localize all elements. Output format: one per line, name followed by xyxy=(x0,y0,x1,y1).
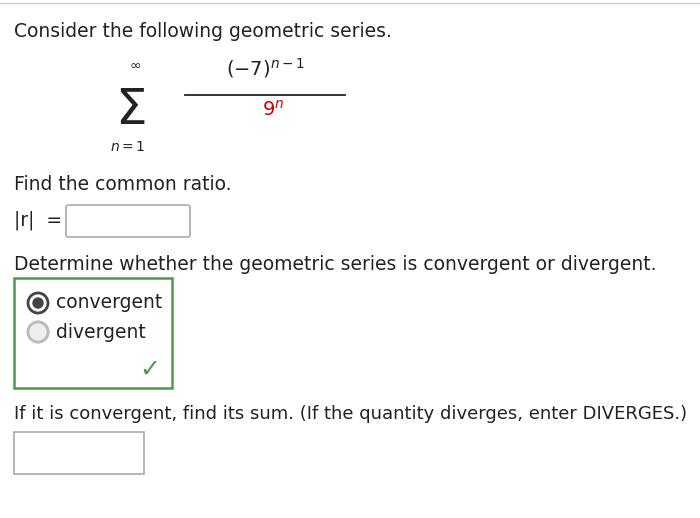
Text: divergent: divergent xyxy=(56,323,146,341)
Text: $(-7)^{n-1}$: $(-7)^{n-1}$ xyxy=(225,56,304,80)
FancyBboxPatch shape xyxy=(14,278,172,388)
Text: $\Sigma$: $\Sigma$ xyxy=(115,86,145,134)
Text: convergent: convergent xyxy=(56,294,162,312)
FancyBboxPatch shape xyxy=(14,432,144,474)
FancyBboxPatch shape xyxy=(66,205,190,237)
Text: |r|  =: |r| = xyxy=(14,210,62,229)
Text: Determine whether the geometric series is convergent or divergent.: Determine whether the geometric series i… xyxy=(14,255,657,274)
Text: $\infty$: $\infty$ xyxy=(129,58,141,72)
Text: $n = 1$: $n = 1$ xyxy=(111,140,146,154)
Circle shape xyxy=(29,323,47,341)
Circle shape xyxy=(33,298,43,308)
Text: Find the common ratio.: Find the common ratio. xyxy=(14,175,232,194)
Text: ✓: ✓ xyxy=(139,358,160,382)
Text: If it is convergent, find its sum. (If the quantity diverges, enter DIVERGES.): If it is convergent, find its sum. (If t… xyxy=(14,405,687,423)
Text: $9^n$: $9^n$ xyxy=(262,100,284,120)
Text: Consider the following geometric series.: Consider the following geometric series. xyxy=(14,22,392,41)
